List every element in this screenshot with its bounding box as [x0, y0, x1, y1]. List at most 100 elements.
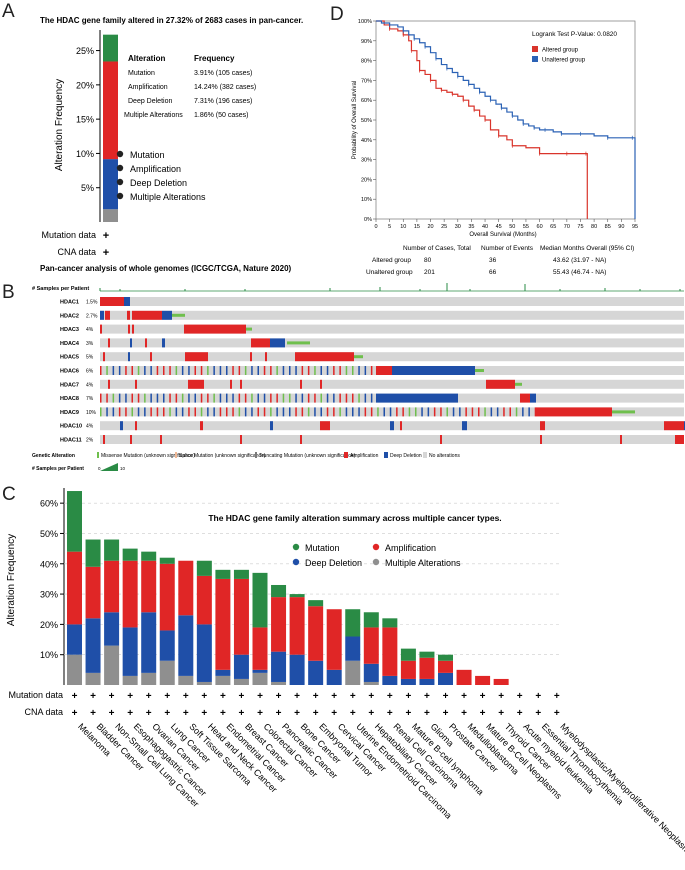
gene-percent: 4%: [86, 424, 94, 430]
alteration-tick: [156, 393, 159, 403]
plus-icon: +: [109, 691, 115, 702]
plus-icon: +: [313, 691, 319, 702]
gene-label: HDAC1: [60, 300, 79, 306]
plus-icon: +: [146, 691, 152, 702]
plus-icon: +: [535, 691, 541, 702]
chart-a-table-cell: Amplification: [128, 84, 168, 91]
alteration-tick: [181, 366, 184, 375]
bar-segment: [104, 560, 120, 613]
alteration-tick: [490, 407, 493, 417]
gene-percent: 6%: [86, 369, 94, 375]
y-tick-label: 50%: [40, 529, 58, 539]
alteration-segment: [536, 407, 612, 417]
y-tick-label: 20%: [76, 80, 94, 90]
bar-segment: [271, 584, 287, 598]
oncoprint-track: [100, 407, 684, 417]
plus-icon: +: [517, 691, 523, 702]
x-tick-label: 0: [374, 224, 377, 230]
alteration-segment: [184, 324, 246, 334]
bar-segment: [400, 648, 416, 661]
plus-icon: +: [517, 708, 523, 719]
alteration-tick: [175, 366, 178, 375]
alteration-tick: [301, 407, 304, 417]
gene-percent: 4%: [86, 382, 94, 388]
y-tick-label: 10%: [76, 149, 94, 159]
chart-c-row-label: CNA data: [24, 707, 63, 717]
chart-a-legend-item: Multiple Alterations: [130, 192, 206, 202]
x-tick-label: 90: [618, 224, 624, 230]
alteration-tick: [118, 366, 121, 375]
chart-a-legend: Mutation Amplification Deep Deletion Mul…: [116, 150, 206, 202]
plus-icon: +: [461, 708, 467, 719]
alteration-tick: [137, 407, 140, 417]
plus-icon: +: [164, 691, 170, 702]
alteration-tick: [314, 407, 316, 417]
plus-icon: +: [368, 708, 374, 719]
plus-icon: +: [276, 691, 282, 702]
alteration-tick: [326, 393, 329, 403]
alteration-segment: [540, 435, 542, 444]
alteration-segment: [135, 421, 137, 431]
alteration-tick: [289, 407, 291, 417]
alteration-tick: [163, 366, 165, 375]
alteration-tick: [402, 407, 404, 417]
plus-icon: +: [387, 691, 393, 702]
alteration-segment: [295, 352, 354, 362]
y-tick-label: 80%: [361, 59, 372, 65]
panel-a-label: A: [2, 1, 15, 22]
plus-icon: +: [331, 691, 337, 702]
bar-segment: [289, 654, 305, 685]
alteration-tick: [238, 393, 241, 403]
bar-segment: [345, 660, 361, 685]
alteration-segment: [320, 421, 330, 431]
alteration-tick: [370, 407, 373, 417]
chart-d-table-cell: 36: [489, 257, 497, 264]
alteration-tick: [118, 393, 121, 403]
plus-icon: +: [480, 691, 486, 702]
alteration-segment: [520, 393, 523, 403]
gene-percent: 1.5%: [86, 300, 98, 306]
chart-b-legend-item: Truncating Mutation (unknown significanc…: [259, 453, 356, 459]
plus-icon: +: [554, 691, 560, 702]
chart-d-table-header: Median Months Overall (95% CI): [540, 245, 634, 252]
legend-dot-icon: [292, 558, 300, 566]
alteration-tick: [219, 407, 222, 417]
plus-icon: +: [72, 691, 78, 702]
alteration-segment: [523, 393, 530, 403]
gene-label: HDAC11: [60, 438, 82, 444]
bar-segment: [178, 675, 194, 685]
alteration-tick: [232, 393, 234, 403]
alteration-segment: [132, 310, 162, 320]
alteration-tick: [333, 393, 335, 403]
chart-a-table-cell: 7.31% (196 cases): [194, 98, 252, 105]
plus-icon: +: [257, 691, 263, 702]
chart-a-footnote: Pan-cancer analysis of whole genomes (IC…: [40, 264, 292, 273]
bar-segment: [122, 560, 138, 628]
bar-segment: [233, 678, 249, 685]
legend-dot-icon: [116, 164, 124, 172]
alteration-tick: [282, 407, 285, 417]
gene-percent: 2%: [86, 438, 94, 444]
chart-b-samples-legend-label: # Samples per Patient: [32, 466, 84, 472]
bar-segment: [141, 560, 157, 613]
alteration-tick: [440, 407, 442, 417]
alteration-tick: [112, 366, 115, 375]
alteration-segment: [240, 379, 242, 389]
survival-curve: [376, 20, 588, 219]
y-tick-label: 15%: [76, 115, 94, 125]
plus-icon: +: [239, 691, 245, 702]
alteration-segment: [127, 310, 130, 320]
bar-segment: [159, 563, 175, 631]
plus-icon: +: [461, 691, 467, 702]
chart-c-bars: [67, 491, 509, 685]
alteration-tick: [106, 393, 108, 403]
alteration-tick: [100, 393, 102, 403]
bar-segment: [438, 654, 453, 661]
x-tick-label: 45: [496, 224, 502, 230]
gene-label: HDAC3: [60, 327, 79, 333]
alteration-tick: [112, 407, 115, 417]
alteration-tick: [358, 407, 360, 417]
alteration-tick: [345, 393, 348, 403]
chart-d-title: Logrank Test P-Value: 0.0820: [532, 31, 617, 38]
bar-segment: [159, 557, 175, 564]
